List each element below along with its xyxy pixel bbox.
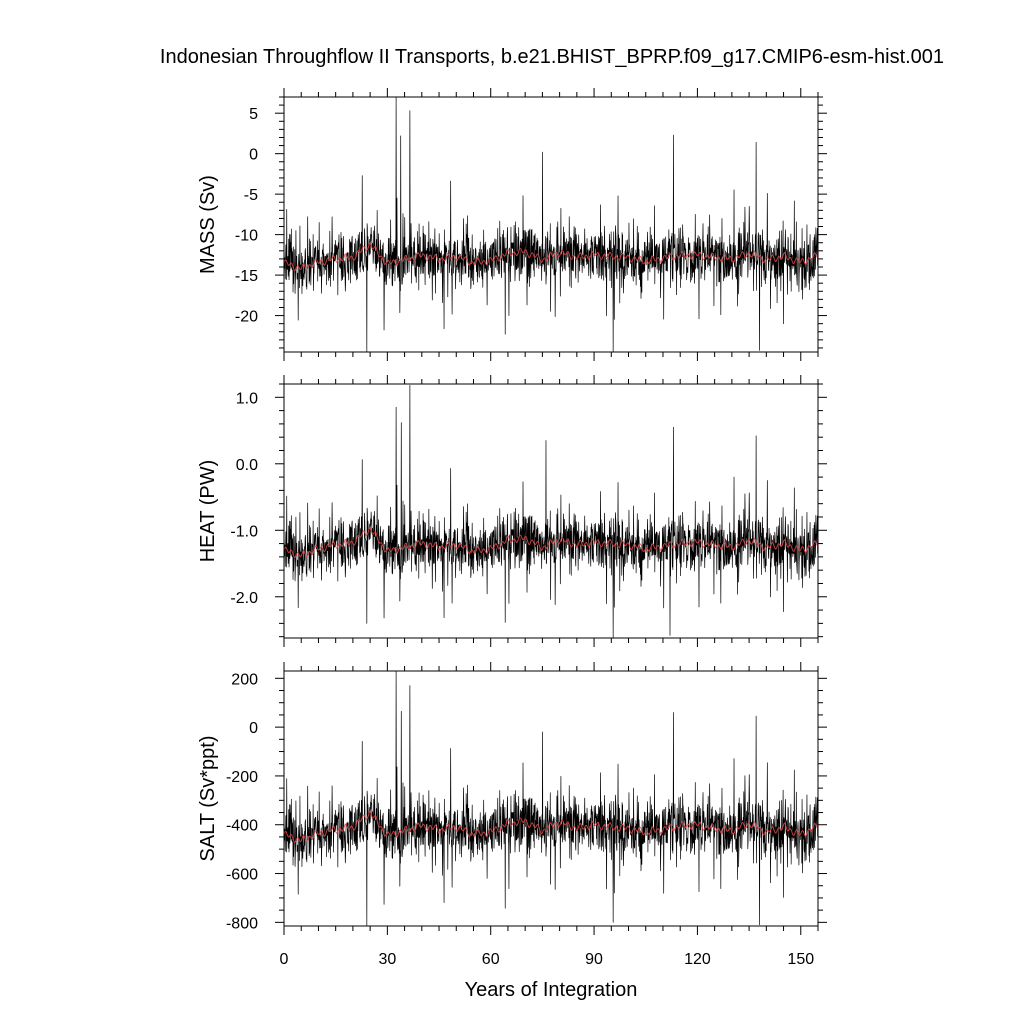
heat-y-tick-label: -1.0 — [230, 523, 258, 540]
chart-title: Indonesian Throughflow II Transports, b.… — [159, 46, 945, 68]
salt-y-tick-label: -800 — [226, 915, 258, 932]
heat-plot-frame — [283, 383, 819, 639]
mass-y-tick-label: -10 — [235, 228, 258, 245]
salt-smoothed-series — [283, 810, 819, 844]
mass-y-tick-label: -5 — [244, 187, 258, 204]
mass-smoothed-series — [283, 242, 819, 272]
x-tick-label: 60 — [482, 951, 500, 968]
salt-monthly-series — [283, 670, 819, 927]
salt-y-tick-label: -400 — [226, 818, 258, 835]
x-axis-label: Years of Integration — [465, 979, 638, 1001]
heat-y-tick-label: 1.0 — [236, 390, 258, 407]
mass-plot-frame — [283, 96, 819, 353]
salt-plot-frame — [283, 670, 819, 927]
mass-y-tick-label: 0 — [249, 147, 258, 164]
salt-y-axis-label: SALT (Sv*ppt) — [197, 736, 219, 862]
heat-smoothed-series — [283, 526, 819, 559]
salt-y-tick-label: 200 — [231, 671, 258, 688]
x-tick-label: 120 — [684, 951, 711, 968]
salt-y-tick-label: 0 — [249, 720, 258, 737]
mass-y-axis-label: MASS (Sv) — [197, 175, 219, 274]
salt-y-tick-label: -600 — [226, 867, 258, 884]
heat-y-tick-label: 0.0 — [236, 457, 258, 474]
mass-y-tick-label: 5 — [249, 106, 258, 123]
salt-y-tick-label: -200 — [226, 769, 258, 786]
heat-y-tick-label: -2.0 — [230, 590, 258, 607]
x-tick-label: 150 — [787, 951, 814, 968]
x-tick-label: 90 — [585, 951, 603, 968]
mass-monthly-series — [283, 96, 819, 353]
heat-y-axis-label: HEAT (PW) — [197, 460, 219, 563]
mass-y-tick-label: -20 — [235, 309, 258, 326]
heat-monthly-series — [283, 384, 819, 639]
x-tick-label: 0 — [280, 951, 289, 968]
x-tick-label: 30 — [378, 951, 396, 968]
mass-y-tick-label: -15 — [235, 268, 258, 285]
